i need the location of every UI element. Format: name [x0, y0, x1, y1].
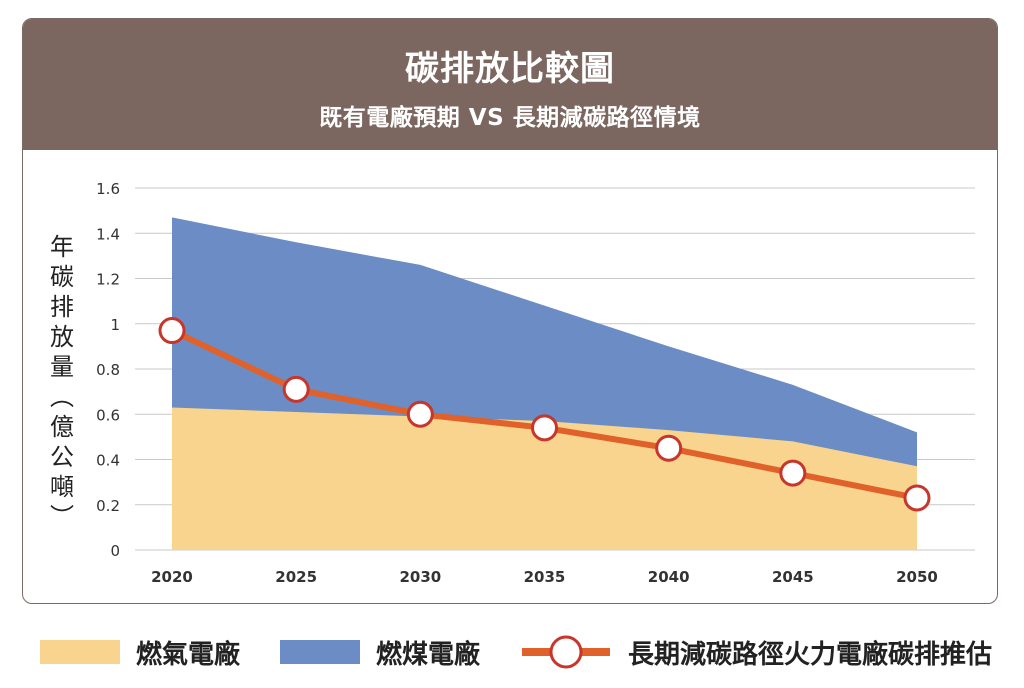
path-point [903, 484, 931, 512]
x-tick-labels: 2020 2025 2030 2035 2040 2045 2050 [151, 568, 938, 586]
y-axis-label-char: 億 [50, 413, 74, 441]
legend-gas-swatch [40, 640, 120, 664]
x-tick-label: 2030 [399, 568, 441, 586]
y-tick-label: 0 [110, 542, 120, 560]
y-axis-label-char: 噸 [50, 473, 74, 501]
legend-gas: 燃氣電廠 [40, 632, 240, 672]
y-tick-label: 0.6 [96, 406, 120, 424]
y-axis-label-char: ︵ [50, 383, 74, 411]
y-tick-label: 1 [110, 316, 120, 334]
x-tick-label: 2035 [524, 568, 566, 586]
path-markers [158, 317, 931, 512]
y-tick-label: 0.2 [96, 497, 120, 515]
x-tick-label: 2020 [151, 568, 193, 586]
x-tick-label: 2045 [772, 568, 814, 586]
y-tick-label: 0.8 [96, 361, 120, 379]
chart-title: 碳排放比較圖 [405, 49, 615, 89]
path-point [282, 375, 310, 403]
path-point [779, 459, 807, 487]
path-point [655, 434, 683, 462]
y-axis-label-char: ︶ [50, 503, 74, 531]
y-axis-label-char: 排 [50, 293, 74, 321]
y-axis-label-char: 放 [50, 323, 74, 351]
y-axis-label-char: 碳 [50, 263, 74, 291]
areas [172, 217, 917, 550]
y-tick-labels: 0 0.2 0.4 0.6 0.8 1 1.2 1.4 1.6 [96, 180, 120, 560]
y-axis-label-char: 量 [50, 353, 74, 381]
y-axis-label-char: 年 [50, 233, 74, 261]
legend-path-label: 長期減碳路徑火力電廠碳排推估 [628, 639, 993, 670]
chart-header: 碳排放比較圖 既有電廠預期 VS 長期減碳路徑情境 [23, 19, 997, 150]
x-tick-label: 2050 [896, 568, 938, 586]
area-gas [172, 407, 917, 550]
legend-coal-swatch [280, 640, 360, 664]
path-point [406, 400, 434, 428]
y-tick-label: 1.6 [96, 180, 120, 198]
x-tick-label: 2040 [648, 568, 690, 586]
legend-coal: 燃煤電廠 [280, 632, 480, 672]
legend-gas-label: 燃氣電廠 [136, 639, 241, 670]
chart-subtitle: 既有電廠預期 VS 長期減碳路徑情境 [319, 105, 701, 131]
x-tick-label: 2025 [275, 568, 317, 586]
legend-coal-label: 燃煤電廠 [376, 639, 481, 670]
y-tick-label: 1.4 [96, 225, 120, 243]
legend-path: 長期減碳路徑火力電廠碳排推估 [520, 632, 992, 672]
path-point [531, 414, 558, 442]
y-axis-label-char: 公 [50, 443, 74, 471]
legend-path-swatch [522, 635, 610, 669]
y-tick-label: 0.4 [96, 452, 120, 470]
y-tick-label: 1.2 [96, 271, 120, 289]
y-axis-label: 年碳排放量 ︵ 億公噸 ︶ [44, 232, 80, 532]
path-point [158, 317, 186, 345]
